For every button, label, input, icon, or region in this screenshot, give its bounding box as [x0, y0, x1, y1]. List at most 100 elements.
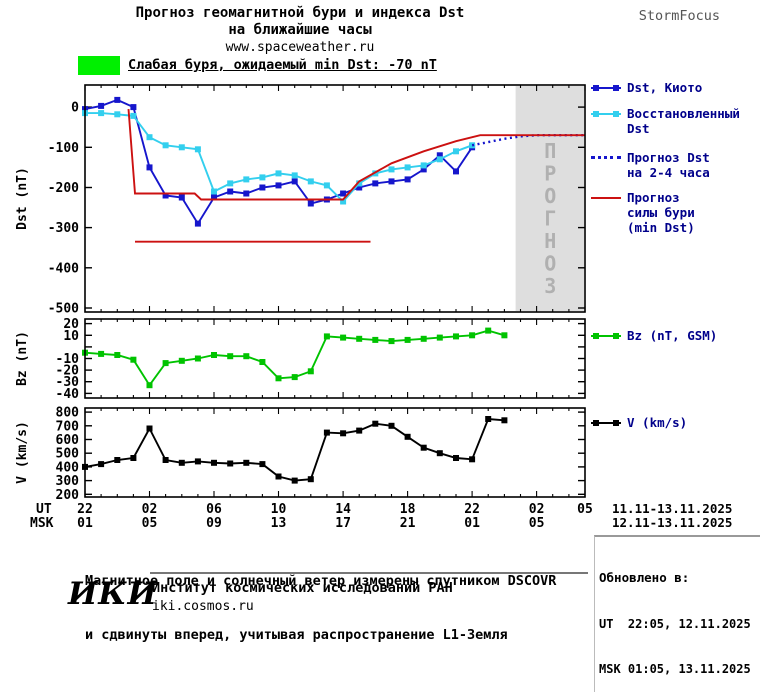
dst-frame [84, 84, 586, 313]
series-storm_forecast [127, 109, 585, 201]
ut-tick-label: 22 [464, 502, 480, 517]
marker-dst_kyoto [227, 188, 234, 195]
marker-dst_kyoto [114, 96, 121, 103]
marker-dst_kyoto [453, 168, 459, 175]
msk-tick-label: 13 [271, 516, 287, 531]
marker-dst_kyoto [130, 104, 137, 111]
marker-dst_reconstructed [114, 111, 121, 118]
marker-dst_kyoto [436, 152, 443, 159]
marker-dst_reconstructed [275, 170, 282, 177]
marker-bz_gsm [356, 335, 363, 342]
marker-bz_gsm [307, 368, 314, 375]
marker-dst_kyoto [146, 164, 153, 171]
marker-bz_gsm [388, 338, 395, 345]
ut-tick-label: 18 [400, 502, 416, 517]
msk-tick-label: 05 [142, 516, 158, 531]
updated-msk: MSK 01:05, 13.11.2025 [599, 662, 751, 676]
marker-dst_kyoto [259, 184, 266, 191]
marker-dst_kyoto [194, 220, 201, 227]
marker-bz_gsm [453, 333, 459, 340]
marker-v_sw [130, 455, 137, 461]
bz-frame [84, 318, 586, 399]
msk-tick-label: 09 [206, 516, 222, 531]
marker-dst_kyoto [162, 192, 169, 199]
marker-bz_gsm [404, 336, 411, 343]
marker-dst_reconstructed [178, 144, 185, 151]
marker-bz_gsm [178, 357, 185, 364]
marker-dst_reconstructed [356, 180, 363, 187]
spaceweather-link[interactable]: www.spaceweather.ru [225, 40, 375, 55]
marker-dst_reconstructed [194, 146, 201, 153]
marker-v_sw [485, 416, 492, 422]
forecast-band-letter: Р [544, 162, 556, 186]
marker-v_sw [243, 459, 250, 466]
v-ytick-label: 800 [56, 406, 80, 421]
ut-date-range: 11.11-13.11.2025 [612, 501, 732, 516]
marker-v_sw [146, 425, 153, 432]
marker-v_sw [501, 417, 508, 424]
bz-ytick-label: -40 [56, 387, 80, 402]
series-dst_kyoto [84, 98, 473, 226]
marker-bz_gsm [98, 350, 105, 357]
marker-v_sw [340, 430, 347, 437]
marker-bz_gsm [243, 353, 250, 360]
marker-dst_reconstructed [259, 174, 266, 181]
footnote-line2: и сдвинуты вперед, учитывая распростране… [85, 627, 508, 643]
dst-ytick-label: -200 [48, 181, 79, 196]
ut-row-label: UT [36, 502, 52, 517]
marker-bz_gsm [114, 352, 121, 358]
marker-dst_reconstructed [404, 164, 411, 171]
marker-dst_reconstructed [211, 188, 217, 195]
ut-tick-label: 10 [271, 502, 287, 517]
marker-bz_gsm [485, 327, 492, 334]
iki-link[interactable]: iki.cosmos.ru [152, 599, 254, 614]
marker-v_sw [453, 455, 459, 461]
marker-bz_gsm [130, 356, 137, 363]
dst-ytick-label: -300 [48, 221, 79, 236]
v-ytick-label: 400 [56, 460, 80, 475]
marker-v_sw [227, 460, 234, 467]
v-ytick-label: 200 [56, 488, 80, 503]
brand-label: StormFocus [638, 8, 720, 24]
marker-bz_gsm [291, 374, 298, 381]
marker-v_sw [404, 433, 411, 440]
v-ytick-label: 500 [56, 447, 80, 462]
page-title: Прогноз геомагнитной бури и индекса Dst [135, 5, 465, 21]
marker-dst_reconstructed [146, 134, 153, 141]
dst-ytick-label: -400 [48, 261, 79, 276]
marker-dst_reconstructed [243, 176, 250, 183]
v-ytick-label: 700 [56, 419, 80, 434]
marker-v_sw [323, 429, 330, 436]
msk-tick-label: 17 [335, 516, 351, 531]
marker-dst_kyoto [307, 200, 314, 207]
forecast-band-letter: О [544, 184, 556, 208]
bz-ylabel: Bz (nT) [15, 331, 30, 386]
v-ytick-label: 600 [56, 433, 80, 448]
forecast-band-letter: П [544, 139, 556, 163]
msk-tick-label: 05 [529, 516, 545, 531]
marker-bz_gsm [194, 355, 201, 362]
forecast-band-letter: Г [544, 207, 556, 231]
marker-bz_gsm [501, 332, 508, 339]
ut-tick-label: 22 [77, 502, 93, 517]
storm-level-swatch [78, 55, 120, 75]
marker-bz_gsm [259, 359, 266, 365]
dst-ylabel: Dst (nT) [15, 167, 30, 230]
bz-ytick-label: -20 [56, 364, 80, 379]
marker-dst_reconstructed [388, 166, 395, 173]
marker-dst_reconstructed [323, 182, 330, 189]
marker-v_sw [275, 473, 282, 480]
marker-bz_gsm [469, 332, 476, 339]
msk-tick-label: 01 [464, 516, 480, 531]
marker-bz_gsm [372, 336, 379, 343]
bz-ytick-label: -30 [56, 375, 80, 390]
marker-bz_gsm [227, 353, 234, 360]
marker-dst_reconstructed [420, 162, 427, 169]
v-ytick-label: 300 [56, 474, 80, 489]
dst-ytick-label: -500 [48, 302, 79, 317]
marker-v_sw [291, 477, 298, 484]
marker-bz_gsm [275, 375, 282, 382]
marker-v_sw [356, 427, 363, 434]
